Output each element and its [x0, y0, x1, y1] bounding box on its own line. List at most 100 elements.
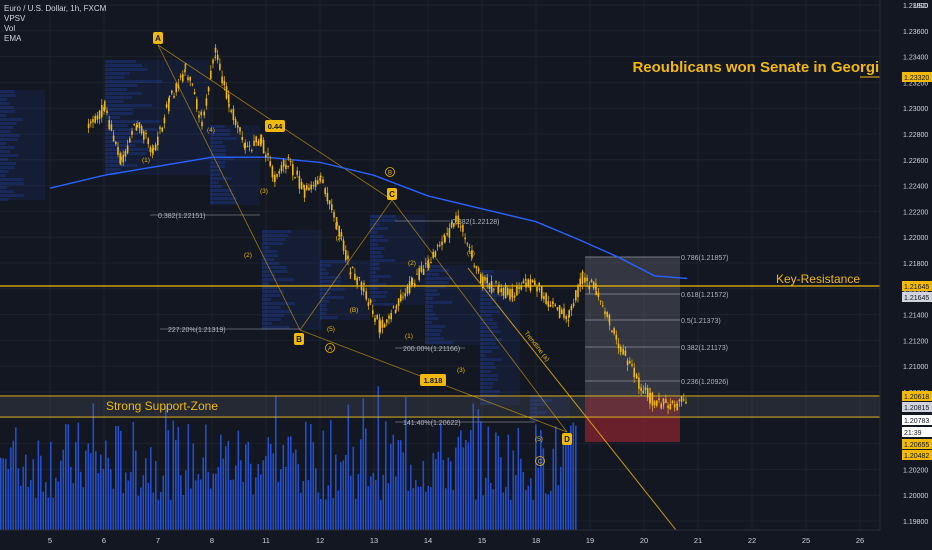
price-tag-label: 1.21645	[904, 284, 929, 291]
candle-body	[477, 268, 480, 272]
headline-annotation[interactable]: Reoublicans won Senate in Georgia	[632, 59, 888, 76]
volume-bar	[147, 482, 150, 530]
volume-bar	[292, 452, 295, 530]
volume-profile-bar	[370, 303, 395, 306]
candle-body	[651, 392, 654, 406]
candle-body	[646, 388, 649, 398]
volume-bar	[95, 451, 97, 530]
candle-body	[606, 312, 608, 317]
volume-bar	[155, 461, 157, 530]
volume-profile-bar	[425, 269, 449, 272]
candle-body	[602, 305, 604, 307]
wave-box-label[interactable]	[562, 433, 572, 445]
chart-legend: Euro / U.S. Dollar, 1h, FXCM VPSV Vol EM…	[4, 4, 106, 44]
wave-box-label[interactable]	[153, 32, 163, 44]
candle-body	[430, 262, 432, 264]
volume-bar	[127, 480, 130, 530]
candle-body	[568, 310, 570, 318]
volume-profile-bar	[480, 330, 501, 333]
candle-body	[356, 277, 358, 285]
candle-body	[482, 276, 484, 289]
volume-profile-bar	[0, 114, 7, 117]
candle-body	[136, 124, 138, 127]
candle-body	[145, 132, 147, 135]
volume-profile-bar	[320, 280, 341, 283]
candle-body	[216, 54, 219, 60]
volume-bar	[47, 497, 50, 530]
x-axis-tick-label: 7	[156, 536, 160, 545]
volume-profile-bar	[480, 386, 493, 389]
volume-bar	[545, 493, 547, 530]
candle-body	[619, 347, 622, 353]
indicator-vol[interactable]: Vol	[4, 24, 16, 33]
y-axis-currency: USD	[913, 3, 928, 10]
candle-body	[511, 296, 514, 298]
candle-body	[303, 187, 306, 198]
candle-body	[416, 273, 418, 275]
candle-body	[626, 360, 629, 366]
volume-profile-bar	[262, 302, 295, 305]
x-axis-tick-label: 25	[802, 536, 810, 545]
candle-body	[149, 147, 152, 153]
candle-body	[595, 291, 597, 296]
candle-body	[198, 114, 200, 118]
volume-bar	[205, 424, 207, 530]
candle-body	[354, 273, 356, 281]
candle-body	[239, 127, 241, 132]
candle-body	[347, 255, 349, 260]
key-resistance-label[interactable]: Key-Resistance	[776, 272, 860, 286]
volume-bar	[37, 440, 40, 530]
price-tag	[902, 439, 932, 449]
candle-body	[484, 276, 486, 281]
candle-body	[310, 184, 312, 190]
candle-body	[333, 212, 335, 218]
volume-bar	[457, 436, 460, 530]
candle-body	[669, 404, 672, 410]
volume-profile-bar	[262, 306, 281, 309]
volume-bar	[505, 487, 507, 530]
indicator-ema[interactable]: EMA	[4, 34, 22, 43]
candle-body	[126, 145, 129, 153]
ema-line[interactable]	[49, 156, 688, 280]
candle-body	[200, 111, 202, 116]
candle-body	[104, 101, 106, 110]
volume-profile-bar	[105, 68, 148, 71]
trendline-a[interactable]	[467, 267, 677, 531]
volume-profile-bar	[210, 189, 233, 192]
ratio-box[interactable]	[420, 374, 446, 386]
volume-bar	[77, 422, 80, 530]
candle-body	[232, 108, 235, 121]
candle-body	[161, 127, 163, 132]
fib-level-right-label: 0.786(1.21857)	[681, 255, 728, 262]
volume-bar	[295, 449, 297, 530]
candle-body	[642, 390, 645, 394]
volume-profile-bar	[262, 246, 270, 249]
candle-body	[210, 70, 212, 79]
volume-bar	[85, 450, 87, 530]
candle-body	[314, 180, 317, 188]
volume-bar	[517, 427, 520, 530]
wave-box-label[interactable]	[387, 188, 397, 200]
volume-profile-bar	[480, 346, 499, 349]
candle-body	[441, 241, 443, 246]
volume-bar	[542, 448, 545, 530]
ratio-box[interactable]	[265, 120, 285, 132]
volume-bar	[130, 471, 132, 530]
indicator-vpsv[interactable]: VPSV	[4, 14, 26, 23]
candle-body	[588, 286, 591, 290]
volume-bar	[470, 430, 472, 530]
candle-body	[471, 250, 473, 258]
candle-body	[525, 282, 527, 288]
candle-body	[466, 243, 469, 245]
minor-wave-label: (5)	[535, 436, 543, 443]
strong-support-label[interactable]: Strong Support-Zone	[106, 399, 218, 413]
candle-body	[436, 245, 439, 247]
volume-bar	[112, 488, 115, 530]
candle-body	[151, 148, 154, 154]
candle-body	[649, 392, 651, 403]
wave-box-label[interactable]	[294, 333, 304, 345]
volume-bar	[115, 426, 117, 530]
ratio-box-text: 1.818	[424, 376, 443, 385]
candle-body	[450, 222, 453, 228]
